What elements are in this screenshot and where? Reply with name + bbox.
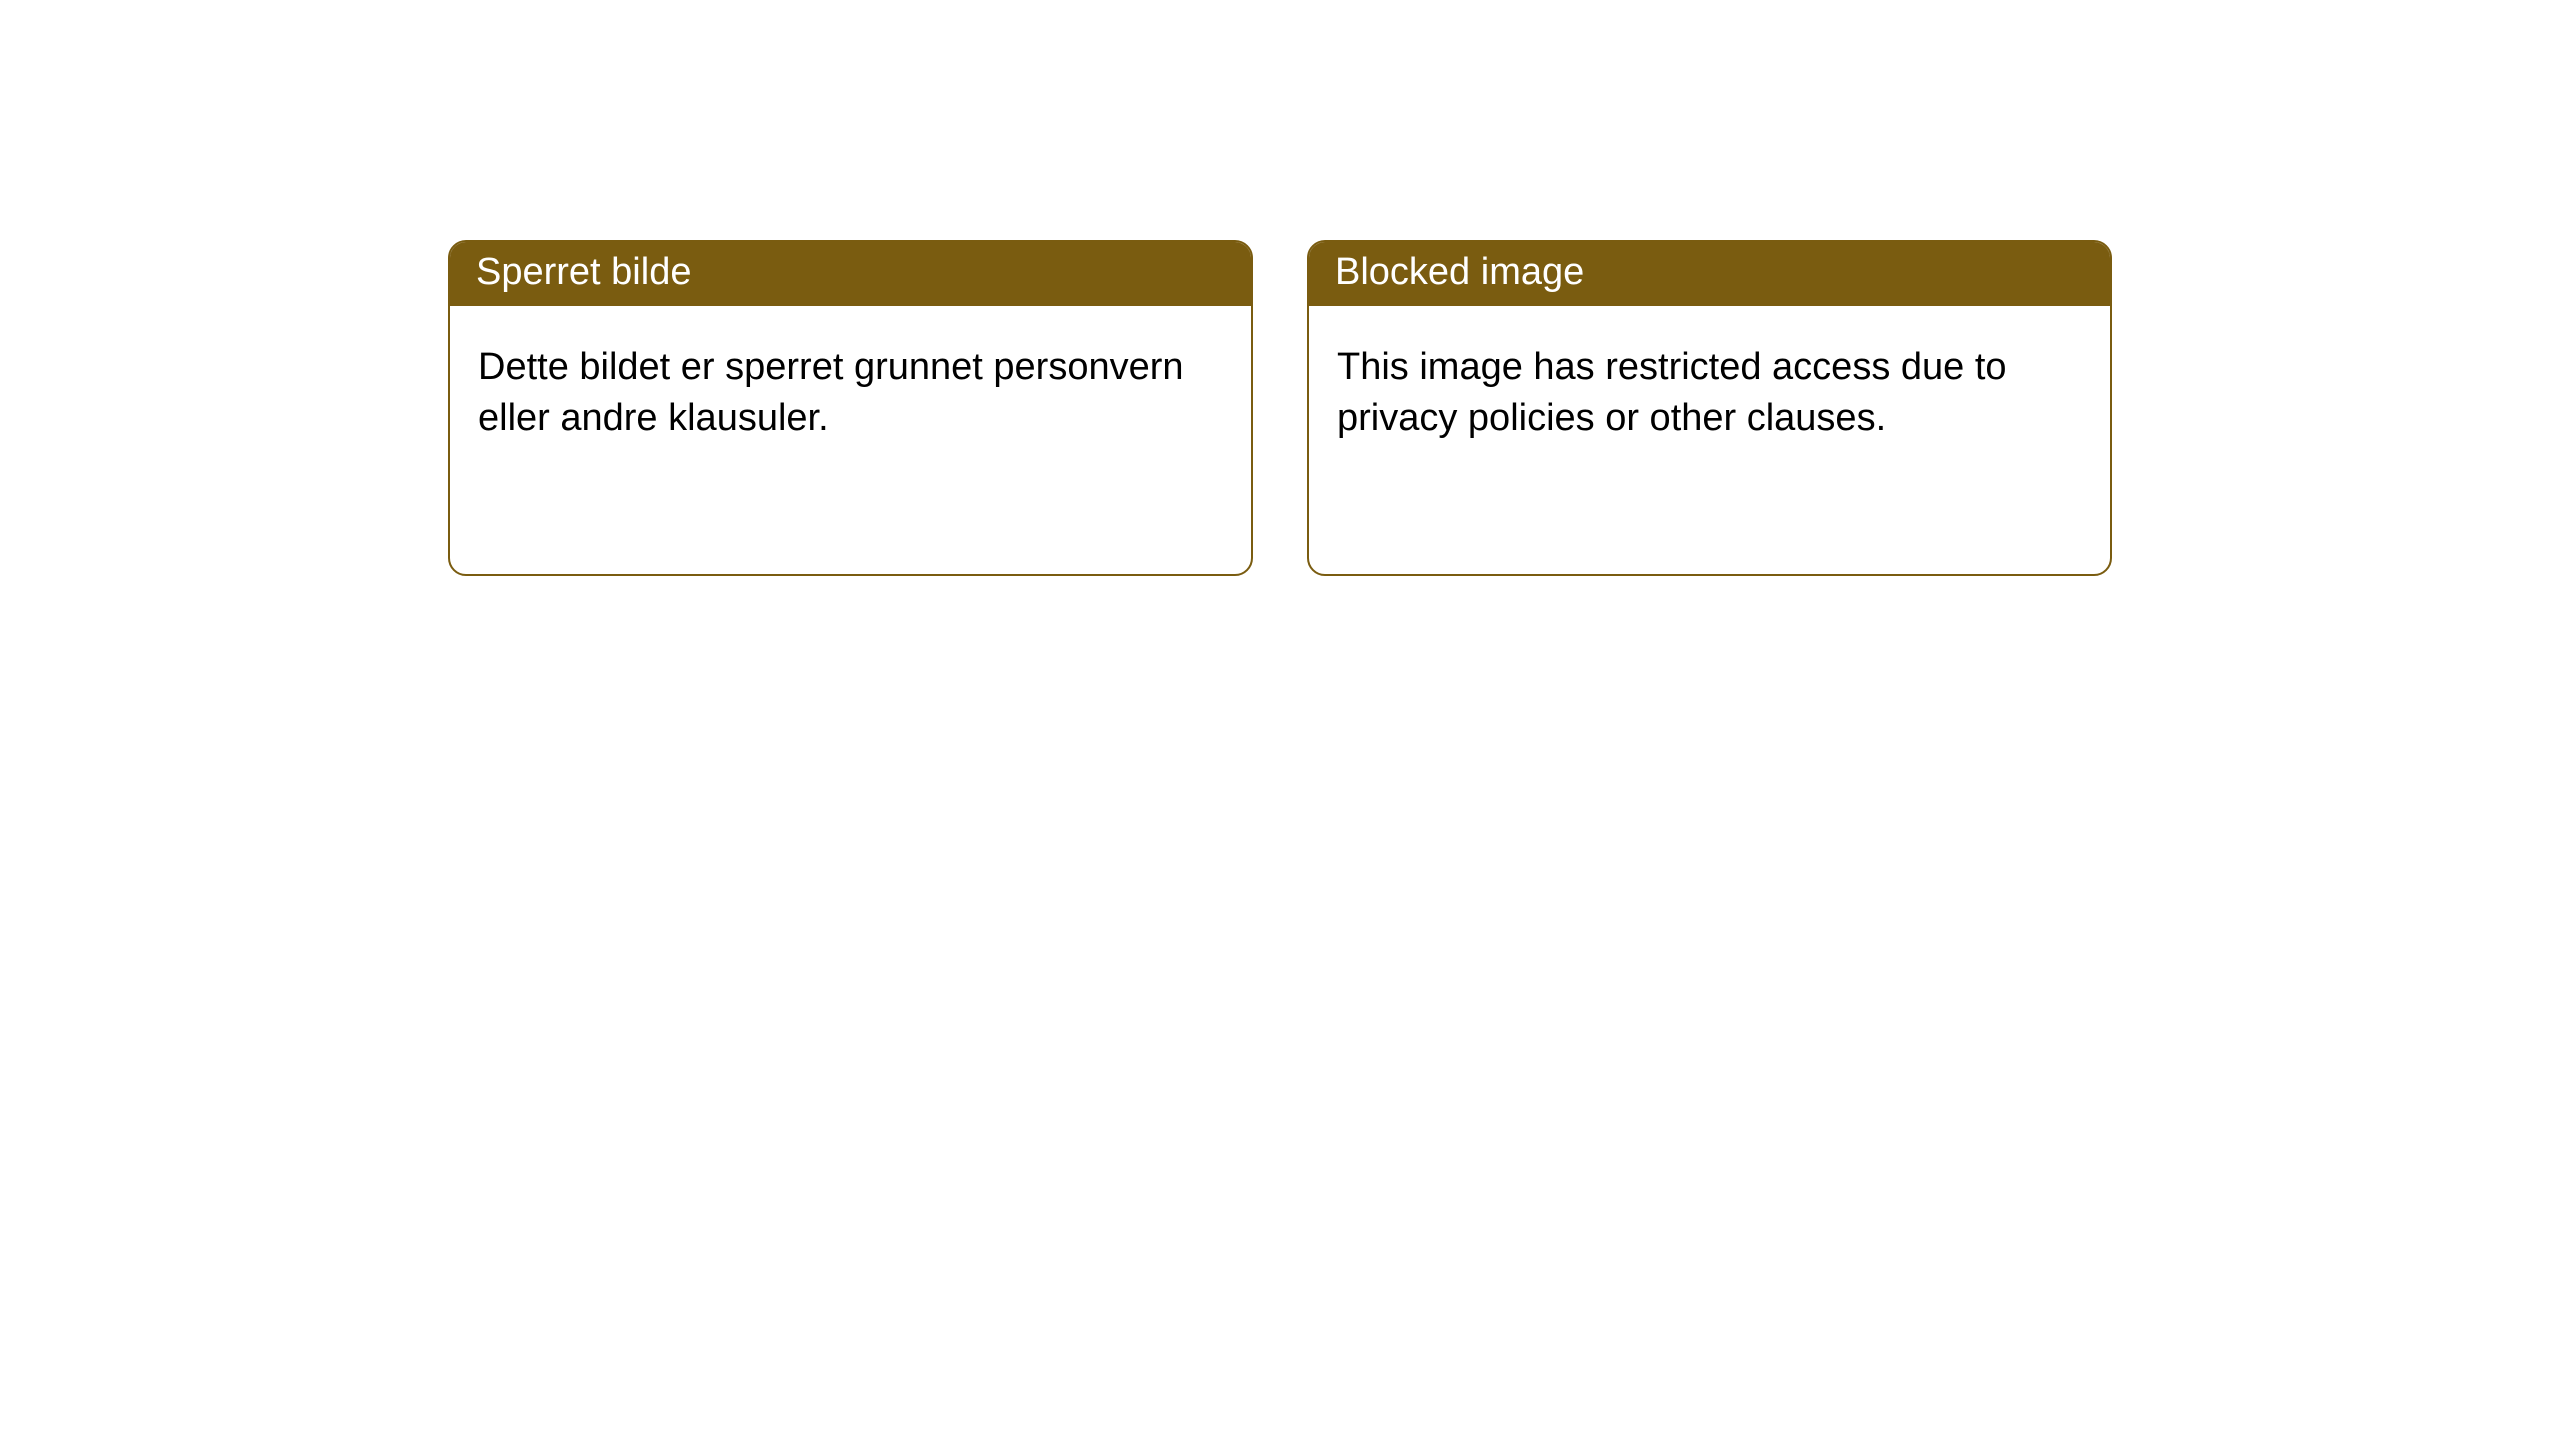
card-title: Sperret bilde (476, 251, 691, 293)
card-body-text: This image has restricted access due to … (1337, 346, 2007, 439)
card-body: This image has restricted access due to … (1309, 306, 2110, 473)
card-header: Blocked image (1309, 242, 2110, 306)
blocked-image-card-en: Blocked image This image has restricted … (1307, 240, 2112, 576)
blocked-image-card-no: Sperret bilde Dette bildet er sperret gr… (448, 240, 1253, 576)
card-title: Blocked image (1335, 251, 1584, 293)
card-body-text: Dette bildet er sperret grunnet personve… (478, 346, 1184, 439)
card-body: Dette bildet er sperret grunnet personve… (450, 306, 1251, 473)
card-header: Sperret bilde (450, 242, 1251, 306)
notice-container: Sperret bilde Dette bildet er sperret gr… (0, 0, 2560, 576)
